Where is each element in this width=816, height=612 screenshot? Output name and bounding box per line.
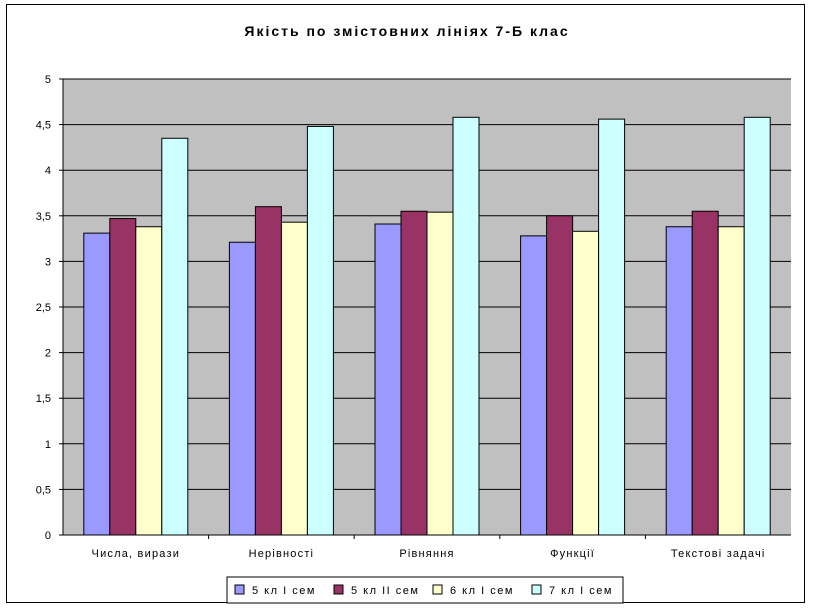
y-tick-label: 2,5: [36, 302, 51, 314]
bar: [228, 241, 256, 536]
bar: [426, 211, 454, 536]
y-tick-label: 1,5: [36, 393, 51, 405]
chart-frame: Якість по змістовних лініях 7-Б клас 0 0,…: [6, 4, 805, 604]
legend-label: 5 кл ІІ сем: [351, 585, 419, 597]
y-tick-label: 2: [45, 348, 51, 360]
x-category-label: Текстові задачі: [671, 548, 766, 560]
y-tick-label: 1: [45, 439, 51, 451]
bars: [83, 116, 771, 536]
bar: [83, 232, 111, 536]
bar: [717, 226, 745, 536]
y-tick-label: 3,5: [36, 211, 51, 223]
bar-chart: Якість по змістовних лініях 7-Б клас 0 0,…: [36, 23, 791, 604]
y-tick-label: 4: [45, 165, 51, 177]
legend-label: 6 кл І сем: [450, 585, 514, 597]
legend-swatch: [333, 584, 344, 595]
y-tick-label: 0: [45, 530, 51, 542]
bar: [598, 118, 626, 536]
bar: [400, 210, 428, 536]
y-tick-label: 3: [45, 256, 51, 268]
legend-swatch: [531, 584, 542, 595]
legend-box: [226, 576, 624, 604]
y-tick-label: 4,5: [36, 120, 51, 132]
bar: [306, 125, 334, 536]
bar: [572, 230, 600, 536]
bar: [109, 218, 137, 536]
legend-label: 5 кл І сем: [252, 585, 316, 597]
legend-swatch: [432, 584, 443, 595]
bar: [254, 206, 282, 536]
bar: [743, 116, 771, 536]
legend-swatch: [234, 584, 245, 595]
x-category-label: Нерівності: [249, 548, 315, 560]
y-tick-label: 0,5: [36, 484, 51, 496]
x-category-label: Рівняння: [399, 548, 454, 560]
bar: [691, 210, 719, 536]
bar: [520, 235, 548, 536]
bar: [452, 116, 480, 536]
legend: 5 кл І сем 5 кл ІІ сем 6 кл І сем 7 кл І се…: [226, 576, 624, 604]
y-tick-label: 5: [45, 74, 51, 86]
bar: [374, 223, 402, 536]
y-axis-tick-labels: 0 0,5 1 1,5 2 2,5 3 3,5 4 4,5 5: [36, 74, 51, 542]
axes: [59, 78, 791, 539]
x-category-label: Функції: [550, 548, 595, 560]
bar: [135, 226, 163, 536]
bar: [280, 221, 308, 536]
bar: [546, 215, 574, 536]
chart-title: Якість по змістовних лініях 7-Б клас: [244, 23, 569, 39]
x-axis-category-labels: Числа, вирази Нерівності Рівняння Функції Те…: [92, 548, 766, 560]
bar: [161, 137, 189, 536]
bar: [665, 226, 693, 536]
legend-label: 7 кл І сем: [549, 585, 613, 597]
x-category-label: Числа, вирази: [92, 548, 181, 560]
